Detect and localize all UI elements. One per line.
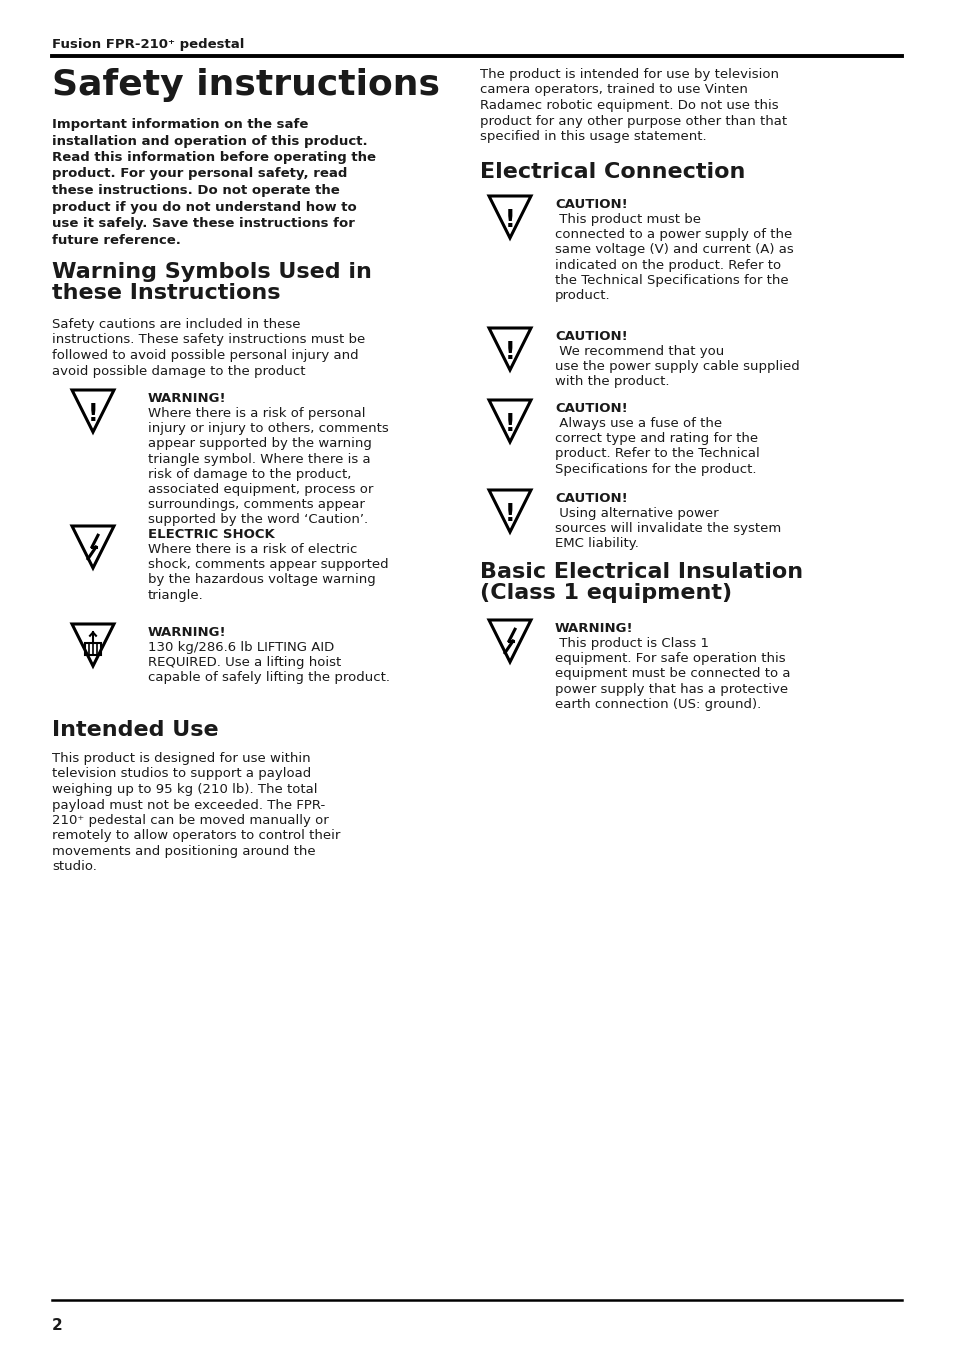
Text: by the hazardous voltage warning: by the hazardous voltage warning [148, 573, 375, 586]
Text: product.: product. [555, 288, 610, 302]
Text: Intended Use: Intended Use [52, 720, 218, 741]
Text: EMC liability.: EMC liability. [555, 538, 639, 550]
Text: CAUTION!: CAUTION! [555, 198, 627, 211]
Text: Warning Symbols Used in: Warning Symbols Used in [52, 263, 372, 282]
Text: television studios to support a payload: television studios to support a payload [52, 768, 311, 780]
Text: !: ! [504, 209, 515, 233]
Text: equipment. For safe operation this: equipment. For safe operation this [555, 653, 785, 665]
Text: product. Refer to the Technical: product. Refer to the Technical [555, 447, 759, 460]
Text: 210⁺ pedestal can be moved manually or: 210⁺ pedestal can be moved manually or [52, 814, 329, 827]
Text: Safety instructions: Safety instructions [52, 68, 439, 102]
Text: WARNING!: WARNING! [148, 626, 227, 639]
Text: product if you do not understand how to: product if you do not understand how to [52, 200, 356, 214]
Text: supported by the word ‘Caution’.: supported by the word ‘Caution’. [148, 513, 368, 527]
Text: Read this information before operating the: Read this information before operating t… [52, 152, 375, 164]
Text: shock, comments appear supported: shock, comments appear supported [148, 558, 388, 571]
Text: Important information on the safe: Important information on the safe [52, 118, 308, 131]
Text: movements and positioning around the: movements and positioning around the [52, 845, 315, 858]
Text: This product is designed for use within: This product is designed for use within [52, 751, 311, 765]
Text: these Instructions: these Instructions [52, 283, 280, 303]
Text: Specifications for the product.: Specifications for the product. [555, 463, 756, 475]
Text: associated equipment, process or: associated equipment, process or [148, 483, 373, 496]
Text: triangle.: triangle. [148, 589, 204, 601]
Text: WARNING!: WARNING! [555, 621, 633, 635]
Text: Where there is a risk of personal: Where there is a risk of personal [148, 408, 365, 420]
Text: Where there is a risk of electric: Where there is a risk of electric [148, 543, 357, 556]
Text: REQUIRED. Use a lifting hoist: REQUIRED. Use a lifting hoist [148, 657, 341, 669]
Text: connected to a power supply of the: connected to a power supply of the [555, 229, 791, 241]
Text: the Technical Specifications for the: the Technical Specifications for the [555, 274, 788, 287]
Text: capable of safely lifting the product.: capable of safely lifting the product. [148, 672, 390, 684]
Text: sources will invalidate the system: sources will invalidate the system [555, 523, 781, 535]
Text: injury or injury to others, comments: injury or injury to others, comments [148, 422, 388, 435]
Text: Always use a fuse of the: Always use a fuse of the [555, 417, 721, 431]
Text: installation and operation of this product.: installation and operation of this produ… [52, 134, 367, 148]
Text: equipment must be connected to a: equipment must be connected to a [555, 668, 790, 681]
Text: surroundings, comments appear: surroundings, comments appear [148, 498, 364, 512]
Text: these instructions. Do not operate the: these instructions. Do not operate the [52, 184, 339, 196]
Text: use it safely. Save these instructions for: use it safely. Save these instructions f… [52, 217, 355, 230]
Text: !: ! [504, 340, 515, 364]
Text: This product is Class 1: This product is Class 1 [555, 636, 708, 650]
Text: We recommend that you: We recommend that you [555, 345, 723, 357]
Text: future reference.: future reference. [52, 233, 181, 246]
Text: triangle symbol. Where there is a: triangle symbol. Where there is a [148, 452, 370, 466]
Text: This product must be: This product must be [555, 213, 700, 226]
Text: with the product.: with the product. [555, 375, 669, 389]
Text: correct type and rating for the: correct type and rating for the [555, 432, 758, 445]
Text: risk of damage to the product,: risk of damage to the product, [148, 467, 351, 481]
Text: payload must not be exceeded. The FPR-: payload must not be exceeded. The FPR- [52, 799, 325, 811]
Text: Electrical Connection: Electrical Connection [479, 162, 744, 181]
Text: Basic Electrical Insulation: Basic Electrical Insulation [479, 562, 802, 582]
Text: instructions. These safety instructions must be: instructions. These safety instructions … [52, 333, 365, 347]
Text: same voltage (V) and current (A) as: same voltage (V) and current (A) as [555, 244, 793, 256]
Text: CAUTION!: CAUTION! [555, 492, 627, 505]
Text: !: ! [504, 502, 515, 527]
Text: power supply that has a protective: power supply that has a protective [555, 682, 787, 696]
Text: CAUTION!: CAUTION! [555, 330, 627, 343]
Text: ELECTRIC SHOCK: ELECTRIC SHOCK [148, 528, 274, 542]
Text: Fusion FPR-210⁺ pedestal: Fusion FPR-210⁺ pedestal [52, 38, 244, 51]
Text: product for any other purpose other than that: product for any other purpose other than… [479, 115, 786, 127]
Text: earth connection (US: ground).: earth connection (US: ground). [555, 697, 760, 711]
Text: avoid possible damage to the product: avoid possible damage to the product [52, 364, 305, 378]
Text: CAUTION!: CAUTION! [555, 402, 627, 414]
Text: WARNING!: WARNING! [148, 393, 227, 405]
Text: use the power supply cable supplied: use the power supply cable supplied [555, 360, 799, 374]
Text: 2: 2 [52, 1317, 63, 1332]
Text: The product is intended for use by television: The product is intended for use by telev… [479, 68, 779, 81]
Text: appear supported by the warning: appear supported by the warning [148, 437, 372, 451]
Text: remotely to allow operators to control their: remotely to allow operators to control t… [52, 830, 340, 842]
Bar [85, 643, 101, 655]
Text: Radamec robotic equipment. Do not use this: Radamec robotic equipment. Do not use th… [479, 99, 778, 112]
Text: product. For your personal safety, read: product. For your personal safety, read [52, 168, 347, 180]
Text: specified in this usage statement.: specified in this usage statement. [479, 130, 706, 144]
Text: indicated on the product. Refer to: indicated on the product. Refer to [555, 259, 781, 272]
Text: (Class 1 equipment): (Class 1 equipment) [479, 584, 731, 603]
Text: !: ! [88, 402, 98, 427]
Text: !: ! [504, 413, 515, 436]
Text: followed to avoid possible personal injury and: followed to avoid possible personal inju… [52, 349, 358, 362]
Text: weighing up to 95 kg (210 lb). The total: weighing up to 95 kg (210 lb). The total [52, 783, 317, 796]
Text: 130 kg/286.6 lb LIFTING AID: 130 kg/286.6 lb LIFTING AID [148, 640, 334, 654]
Text: Using alternative power: Using alternative power [555, 506, 718, 520]
Text: camera operators, trained to use Vinten: camera operators, trained to use Vinten [479, 84, 747, 96]
Text: studio.: studio. [52, 861, 97, 873]
Text: Safety cautions are included in these: Safety cautions are included in these [52, 318, 300, 330]
